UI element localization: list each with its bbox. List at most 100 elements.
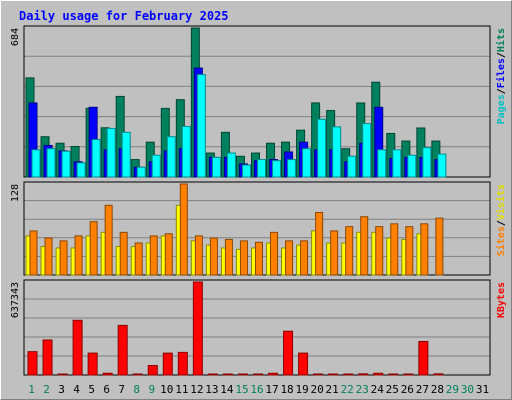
legend-entry-pages: Pages bbox=[496, 94, 507, 124]
bar-kbytes-day-19 bbox=[298, 352, 309, 376]
x-tick-label-day-26: 26 bbox=[401, 383, 414, 396]
bar-sites-day-11 bbox=[179, 183, 188, 276]
bar-pages-day-12 bbox=[196, 74, 206, 178]
bar-sites-day-27 bbox=[420, 223, 429, 276]
bar-kbytes-day-14 bbox=[222, 373, 233, 376]
bar-pages-day-15 bbox=[241, 164, 251, 178]
bar-sites-day-1 bbox=[29, 230, 38, 276]
bar-sites-day-16 bbox=[254, 241, 263, 276]
bar-sites-day-8 bbox=[134, 242, 143, 276]
x-tick-label-day-25: 25 bbox=[386, 383, 399, 396]
bar-pages-day-13 bbox=[211, 156, 221, 178]
x-tick-label-day-19: 19 bbox=[295, 383, 308, 396]
legend-hits-files-pages: Pages/Files/Hits bbox=[495, 28, 507, 124]
bar-sites-day-25 bbox=[390, 223, 399, 276]
chart-title: Daily usage for February 2025 bbox=[19, 9, 229, 23]
bar-pages-day-19 bbox=[302, 148, 312, 178]
x-tick-label-day-27: 27 bbox=[416, 383, 429, 396]
x-tick-label-day-31: 31 bbox=[476, 383, 489, 396]
bar-kbytes-day-8 bbox=[132, 373, 143, 376]
x-tick-label-day-28: 28 bbox=[431, 383, 444, 396]
legend-entry-visits: Visits bbox=[495, 184, 507, 220]
legend-entry-hits: Hits bbox=[495, 28, 507, 52]
y-max-label: 637343 bbox=[10, 282, 21, 318]
x-tick-label-day-24: 24 bbox=[371, 383, 385, 396]
x-tick-label-day-2: 2 bbox=[43, 383, 50, 396]
x-tick-label-day-10: 10 bbox=[160, 383, 173, 396]
bar-pages-day-5 bbox=[91, 139, 101, 178]
bar-sites-day-14 bbox=[224, 238, 233, 276]
bar-kbytes-day-2 bbox=[42, 339, 53, 376]
bar-sites-day-21 bbox=[330, 230, 339, 276]
bar-sites-day-2 bbox=[44, 237, 53, 276]
bar-kbytes-day-27 bbox=[418, 340, 429, 376]
bar-pages-day-2 bbox=[46, 148, 56, 178]
bar-kbytes-day-9 bbox=[147, 365, 158, 376]
bar-kbytes-day-16 bbox=[252, 373, 263, 376]
bar-pages-day-28 bbox=[437, 153, 447, 178]
x-tick-label-day-15: 15 bbox=[235, 383, 248, 396]
x-tick-label-day-13: 13 bbox=[205, 383, 218, 396]
x-tick-label-day-22: 22 bbox=[341, 383, 354, 396]
bar-sites-day-22 bbox=[345, 226, 354, 276]
bar-kbytes-day-20 bbox=[313, 373, 324, 376]
legend-entry-files: Files bbox=[495, 58, 507, 88]
bar-kbytes-day-13 bbox=[207, 373, 218, 376]
bar-sites-day-12 bbox=[194, 235, 203, 276]
bar-sites-day-26 bbox=[405, 226, 414, 276]
bar-kbytes-day-6 bbox=[102, 372, 113, 376]
bar-pages-day-17 bbox=[272, 160, 282, 178]
bar-kbytes-day-23 bbox=[358, 373, 369, 376]
bar-pages-day-9 bbox=[151, 154, 161, 178]
x-tick-label-day-29: 29 bbox=[446, 383, 459, 396]
x-tick-label-day-12: 12 bbox=[190, 383, 203, 396]
bar-sites-day-20 bbox=[315, 211, 324, 276]
legend-visits-sites: Sites/Visits bbox=[495, 184, 507, 256]
bar-kbytes-day-25 bbox=[388, 373, 399, 376]
bar-sites-day-3 bbox=[59, 240, 68, 276]
x-tick-label-day-14: 14 bbox=[220, 383, 234, 396]
x-tick-label-day-6: 6 bbox=[103, 383, 110, 396]
bar-kbytes-day-18 bbox=[283, 330, 294, 376]
x-tick-label-day-5: 5 bbox=[88, 383, 95, 396]
x-tick-label-day-18: 18 bbox=[280, 383, 293, 396]
bar-pages-day-22 bbox=[347, 155, 357, 178]
bar-sites-day-5 bbox=[89, 221, 98, 276]
bar-kbytes-day-24 bbox=[373, 372, 384, 376]
bar-pages-day-24 bbox=[377, 149, 387, 178]
bar-kbytes-day-11 bbox=[177, 351, 188, 376]
bar-pages-day-11 bbox=[181, 125, 191, 178]
x-tick-label-day-30: 30 bbox=[461, 383, 474, 396]
bar-kbytes-day-3 bbox=[57, 373, 68, 376]
bar-pages-day-27 bbox=[422, 147, 432, 178]
bar-sites-day-4 bbox=[74, 235, 83, 276]
bar-kbytes-day-1 bbox=[27, 351, 38, 376]
bar-pages-day-4 bbox=[76, 162, 86, 178]
legend-kbytes: KBytes bbox=[496, 282, 507, 318]
bar-kbytes-day-10 bbox=[162, 352, 173, 376]
x-tick-label-day-4: 4 bbox=[73, 383, 80, 396]
x-tick-label-day-7: 7 bbox=[118, 383, 125, 396]
bar-pages-day-25 bbox=[392, 149, 402, 178]
x-tick-label-day-17: 17 bbox=[265, 383, 278, 396]
bar-pages-day-16 bbox=[256, 159, 266, 178]
bar-sites-day-18 bbox=[285, 240, 294, 276]
x-tick-label-day-23: 23 bbox=[356, 383, 369, 396]
bar-sites-day-24 bbox=[375, 226, 384, 276]
bar-sites-day-19 bbox=[300, 240, 309, 276]
bar-pages-day-8 bbox=[136, 166, 146, 178]
bar-pages-day-20 bbox=[317, 118, 327, 178]
bar-kbytes-day-7 bbox=[117, 324, 128, 376]
x-tick-label-day-11: 11 bbox=[175, 383, 188, 396]
bar-pages-day-7 bbox=[121, 131, 131, 178]
bar-sites-day-7 bbox=[119, 231, 128, 276]
bar-sites-day-15 bbox=[239, 240, 248, 276]
bar-pages-day-18 bbox=[287, 159, 297, 178]
x-tick-label-day-20: 20 bbox=[311, 383, 324, 396]
bar-sites-day-23 bbox=[360, 216, 369, 276]
y-max-label: 684 bbox=[10, 28, 21, 46]
bar-kbytes-day-22 bbox=[343, 373, 354, 376]
bar-sites-day-17 bbox=[270, 231, 279, 276]
bar-pages-day-21 bbox=[332, 126, 342, 178]
